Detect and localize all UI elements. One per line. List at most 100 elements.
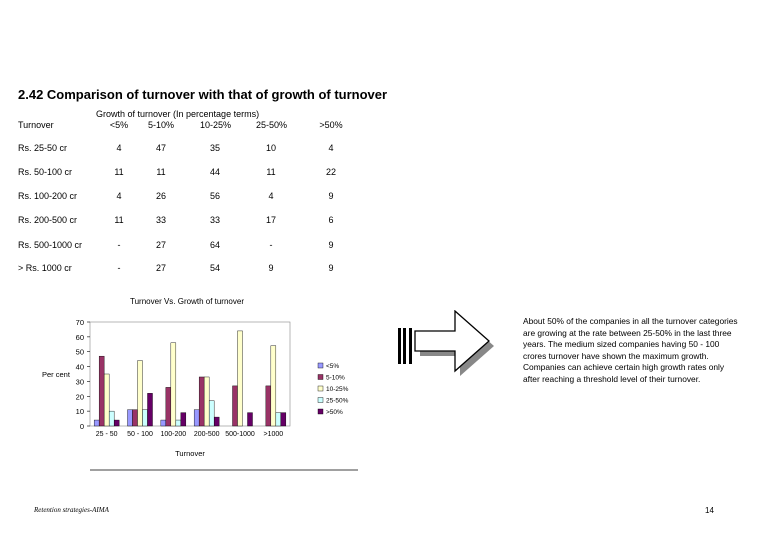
x-tick-label: 25 - 50 <box>96 431 118 438</box>
table-cell: 27 <box>155 263 166 273</box>
bar <box>193 409 200 427</box>
bar <box>203 376 210 427</box>
table-cell: 22 <box>325 167 336 177</box>
bar <box>108 410 115 427</box>
table-cell: 47 <box>155 143 166 153</box>
bar <box>113 419 120 427</box>
table-cell: 9 <box>328 191 334 201</box>
y-tick-label: 10 <box>76 407 84 416</box>
turnover-growth-chart: Turnover Vs. Growth of turnover 0 10 20 30 40… <box>42 297 358 471</box>
y-tick-label: 30 <box>76 377 84 386</box>
table-cell: 54 <box>209 263 220 273</box>
table-cell: 35 <box>209 143 220 153</box>
table-column-header: >50% <box>319 120 343 130</box>
bar <box>160 419 167 427</box>
table-cell: 10 <box>265 143 276 153</box>
bar <box>275 412 282 427</box>
bar <box>198 376 205 427</box>
table-cell: - <box>117 240 121 250</box>
legend-entry: 25-50% <box>326 398 349 405</box>
table-cell: 11 <box>266 167 276 177</box>
bar <box>137 360 143 427</box>
bar <box>208 400 215 427</box>
bar <box>270 345 277 427</box>
x-tick-label: >1000 <box>263 431 283 438</box>
table-cell: 27 <box>155 240 166 250</box>
table-cell: 9 <box>328 263 334 273</box>
table-cell: 64 <box>209 240 220 250</box>
y-tick-label: 60 <box>76 333 84 342</box>
table-cell: 44 <box>209 167 220 177</box>
table-cell: - <box>117 263 121 273</box>
y-tick-label: 50 <box>76 348 84 357</box>
legend-entry: <5% <box>326 363 339 370</box>
x-tick-label: 100-200 <box>160 431 186 438</box>
legend-entry: 10-25% <box>326 386 349 393</box>
legend-swatch <box>317 362 324 369</box>
legend-entry: >50% <box>326 409 343 416</box>
table-cell: 4 <box>268 191 274 201</box>
bar <box>142 409 148 427</box>
bar <box>237 330 243 427</box>
chart-title: Turnover Vs. Growth of turnover <box>130 297 244 306</box>
table-column-header: 10-25% <box>200 120 232 130</box>
table-cell: 4 <box>328 143 334 153</box>
table-cell: 33 <box>209 215 220 225</box>
x-tick-label: 50 - 100 <box>127 431 153 438</box>
bar <box>232 385 238 427</box>
y-axis-label: Per cent <box>42 370 71 379</box>
table-row-header: Turnover <box>18 120 54 130</box>
bar <box>147 393 153 427</box>
table-cell: - <box>269 240 273 250</box>
bar <box>213 416 220 427</box>
right-arrow-icon <box>398 310 494 376</box>
section-heading: 2.42 Comparison of turnover with that of… <box>18 87 388 102</box>
table-cell: 11 <box>114 167 124 177</box>
bar <box>175 419 182 427</box>
bar <box>265 385 272 427</box>
table-super-header: Growth of turnover (In percentage terms) <box>96 109 260 119</box>
bar <box>170 342 177 427</box>
table-row-label: Rs. 200-500 cr <box>18 215 78 225</box>
plot-area <box>89 321 291 427</box>
table-cell: 56 <box>209 191 220 201</box>
legend-swatch <box>317 408 324 415</box>
x-tick-label: 200-500 <box>194 431 220 438</box>
bar <box>93 419 100 427</box>
table-cell: 11 <box>114 215 124 225</box>
table-cell: 33 <box>155 215 166 225</box>
y-tick-label: 20 <box>76 392 84 401</box>
table-column-header: <5% <box>109 120 129 130</box>
table-cell: 4 <box>116 191 122 201</box>
table-row-label: Rs. 500-1000 cr <box>18 240 83 250</box>
y-tick-label: 70 <box>76 318 84 327</box>
table-cell: 26 <box>155 191 166 201</box>
footer-source: Retention strategies-AIMA <box>34 506 109 514</box>
legend-swatch <box>317 374 324 380</box>
x-tick-label: 500-1000 <box>225 431 255 438</box>
y-tick-label: 40 <box>76 363 84 372</box>
table-cell: 4 <box>116 143 122 153</box>
chart-description: About 50% of the companies in all the tu… <box>523 316 738 384</box>
bar <box>280 412 287 427</box>
bar <box>132 409 138 427</box>
bar <box>247 412 253 427</box>
table-row-label: > Rs. 1000 cr <box>18 263 72 273</box>
table-row-label: Rs. 25-50 cr <box>18 143 68 153</box>
table-row-label: Rs. 100-200 cr <box>18 191 78 201</box>
table-cell: 6 <box>328 215 334 225</box>
page-number: 14 <box>705 506 714 515</box>
table-cell: 9 <box>328 240 334 250</box>
table-cell: 11 <box>156 167 166 177</box>
legend-entry: 5-10% <box>326 375 345 382</box>
table-cell: 17 <box>265 215 276 225</box>
bar <box>180 412 187 427</box>
x-axis-label: Turnover <box>175 449 205 458</box>
bar <box>165 387 172 427</box>
bar <box>127 409 133 427</box>
bar <box>98 355 105 427</box>
table-column-header: 25-50% <box>256 120 288 130</box>
table-column-header: 5-10% <box>147 120 174 130</box>
table-cell: 9 <box>268 263 274 273</box>
legend-swatch <box>317 385 324 392</box>
